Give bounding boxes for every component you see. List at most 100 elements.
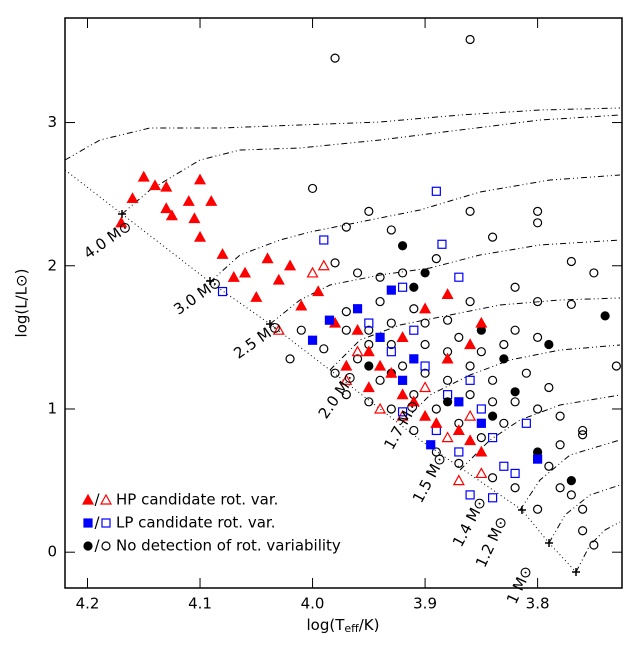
point [441,352,454,364]
point [476,418,486,428]
point [476,347,486,357]
point [319,235,329,245]
point [419,409,432,421]
point [487,411,498,421]
point [295,299,308,311]
point [487,493,498,503]
point [386,285,396,295]
track-markers [118,210,580,576]
point [227,270,240,282]
point [442,315,453,325]
point [340,359,353,371]
point [510,325,520,335]
point [441,431,454,443]
point [216,248,229,259]
point [475,445,488,457]
point [465,34,475,45]
point [364,325,374,335]
y-tick-label: 2 [47,256,57,274]
point [272,323,285,335]
point [499,418,509,428]
legend-marker [83,518,93,528]
point [272,273,285,285]
point [115,216,128,228]
point [533,332,543,342]
point [566,490,576,500]
point [352,268,363,278]
point [555,483,565,493]
point [454,272,464,282]
point [465,206,475,216]
legend-marker [101,518,111,528]
point [430,417,443,428]
point [330,368,340,378]
legend-marker [81,493,95,505]
y-tick-label: 3 [47,113,57,131]
point [611,361,621,371]
point [510,468,520,479]
point [464,434,477,446]
point [476,433,486,443]
point [544,461,554,471]
point [454,397,464,407]
point [465,390,475,400]
point [566,299,576,310]
point [330,258,340,268]
x-axis-label-part: log(T [307,616,346,634]
point [487,397,498,407]
zams-line [64,169,577,573]
point [578,425,588,436]
point [454,447,464,457]
point [420,318,430,328]
point [340,374,353,385]
point [362,381,375,393]
point [499,461,509,471]
point [475,316,488,328]
point [364,206,374,216]
point [307,183,318,194]
point [420,339,430,350]
point [409,325,419,335]
point [419,302,432,314]
x-tick-label: 4.0 [301,595,325,613]
point [420,268,430,278]
x-tick-label: 4.2 [76,595,100,613]
point [182,195,195,206]
point [533,504,543,514]
point [452,474,465,486]
mass-label: 1.5 M⊙ [409,450,450,506]
point [217,286,228,297]
legend-separator: / [94,514,100,532]
point [578,430,588,440]
point [544,339,554,350]
track [329,297,621,371]
point [589,540,599,550]
point [464,409,477,421]
point [364,361,374,371]
point [521,418,531,428]
point [284,259,297,271]
point [533,404,543,414]
track [575,521,621,573]
point [521,368,531,378]
point [194,230,207,242]
point [407,395,420,407]
point [487,232,498,242]
point [487,375,498,385]
x-tick-label: 3.8 [526,595,550,613]
point [510,282,520,292]
point [426,440,436,450]
point [352,354,363,364]
point [441,288,454,300]
y-axis-label: log(L/L⊙) [13,269,31,338]
point [409,354,419,364]
point [386,404,396,414]
legend-separator: / [94,537,100,555]
point [341,222,351,232]
point [351,323,364,335]
point [362,345,375,357]
point [306,266,319,278]
point [555,411,565,421]
point [533,218,543,228]
